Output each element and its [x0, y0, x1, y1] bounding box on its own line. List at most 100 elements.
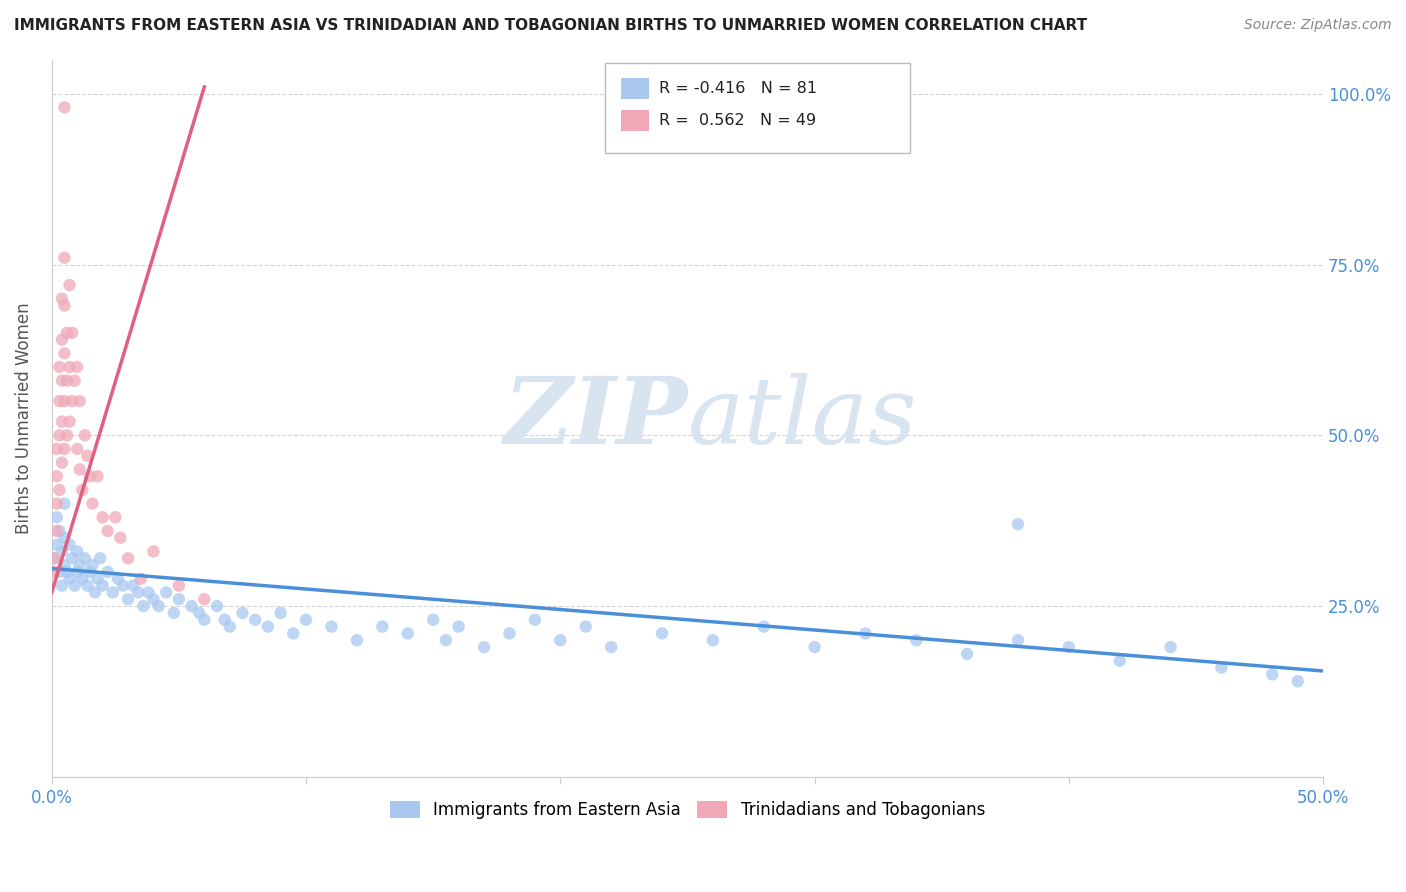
Point — [447, 619, 470, 633]
Point — [56, 428, 79, 442]
Point — [422, 613, 444, 627]
Point — [51, 415, 73, 429]
Point — [53, 442, 76, 456]
Legend: Immigrants from Eastern Asia, Trinidadians and Tobagonians: Immigrants from Eastern Asia, Trinidadia… — [382, 795, 991, 826]
Point — [63, 374, 86, 388]
Point — [218, 619, 240, 633]
Text: atlas: atlas — [688, 373, 917, 463]
Point — [905, 633, 928, 648]
Point — [148, 599, 170, 613]
Point — [53, 394, 76, 409]
Point — [60, 394, 83, 409]
Point — [48, 483, 70, 497]
Point — [243, 613, 266, 627]
Point — [84, 585, 107, 599]
Point — [803, 640, 825, 654]
Point — [1261, 667, 1284, 681]
Point — [56, 374, 79, 388]
Point — [44, 551, 66, 566]
Text: R =  0.562   N = 49: R = 0.562 N = 49 — [659, 113, 817, 128]
FancyBboxPatch shape — [605, 63, 910, 153]
Point — [53, 346, 76, 360]
Point — [45, 510, 67, 524]
Point — [180, 599, 202, 613]
Point — [53, 558, 76, 573]
Point — [167, 592, 190, 607]
Point — [214, 613, 236, 627]
Point — [48, 565, 70, 579]
Point — [1007, 633, 1029, 648]
Point — [51, 456, 73, 470]
Point — [58, 278, 80, 293]
Point — [51, 578, 73, 592]
Point — [205, 599, 228, 613]
Point — [346, 633, 368, 648]
Point — [66, 565, 89, 579]
Point — [138, 585, 160, 599]
Point — [188, 606, 211, 620]
Point — [60, 326, 83, 340]
Point — [51, 544, 73, 558]
Point — [44, 565, 66, 579]
Point — [56, 565, 79, 579]
Point — [44, 551, 66, 566]
Point — [127, 585, 149, 599]
Point — [69, 558, 91, 573]
Point — [283, 626, 305, 640]
Point — [101, 585, 124, 599]
Text: ZIP: ZIP — [503, 373, 688, 463]
Point — [107, 572, 129, 586]
Point — [1007, 517, 1029, 532]
Point — [1057, 640, 1080, 654]
Point — [53, 497, 76, 511]
Point — [142, 592, 165, 607]
Point — [1108, 654, 1130, 668]
Point — [86, 572, 108, 586]
Point — [45, 524, 67, 538]
Point — [91, 510, 114, 524]
Point — [72, 483, 94, 497]
Point — [53, 299, 76, 313]
Point — [117, 551, 139, 566]
Point — [72, 572, 94, 586]
Point — [56, 326, 79, 340]
Point — [396, 626, 419, 640]
Point — [257, 619, 280, 633]
Point — [104, 510, 127, 524]
Point — [51, 374, 73, 388]
Point — [63, 578, 86, 592]
Text: R = -0.416   N = 81: R = -0.416 N = 81 — [659, 81, 818, 95]
Point — [82, 497, 104, 511]
Point — [89, 551, 111, 566]
Point — [76, 578, 98, 592]
Y-axis label: Births to Unmarried Women: Births to Unmarried Women — [15, 302, 32, 534]
Point — [498, 626, 520, 640]
Point — [97, 565, 120, 579]
Point — [76, 449, 98, 463]
Point — [82, 558, 104, 573]
Point — [66, 442, 89, 456]
Point — [702, 633, 724, 648]
Point — [371, 619, 394, 633]
Point — [58, 572, 80, 586]
Point — [66, 359, 89, 374]
Text: IMMIGRANTS FROM EASTERN ASIA VS TRINIDADIAN AND TOBAGONIAN BIRTHS TO UNMARRIED W: IMMIGRANTS FROM EASTERN ASIA VS TRINIDAD… — [14, 18, 1087, 33]
Point — [270, 606, 292, 620]
Point — [51, 333, 73, 347]
Point — [523, 613, 546, 627]
Point — [48, 359, 70, 374]
Point — [111, 578, 134, 592]
Point — [132, 599, 155, 613]
Point — [193, 613, 215, 627]
Point — [231, 606, 253, 620]
Point — [651, 626, 673, 640]
Point — [53, 531, 76, 545]
Point — [1160, 640, 1182, 654]
Point — [167, 578, 190, 592]
Point — [321, 619, 343, 633]
Point — [45, 497, 67, 511]
Point — [752, 619, 775, 633]
Text: Source: ZipAtlas.com: Source: ZipAtlas.com — [1244, 18, 1392, 32]
Point — [855, 626, 877, 640]
Point — [142, 544, 165, 558]
